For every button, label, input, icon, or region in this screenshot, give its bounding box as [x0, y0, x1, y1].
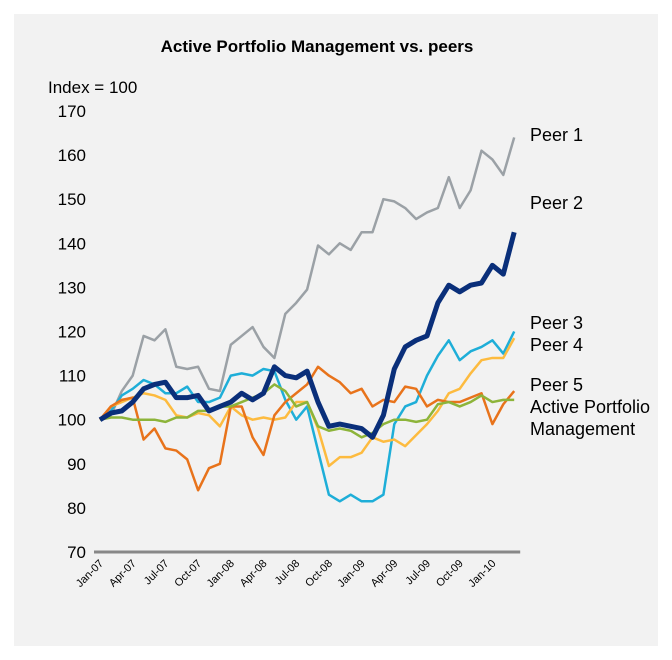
series-line [99, 383, 515, 439]
chart-title: Active Portfolio Management vs. peers [161, 37, 474, 56]
y-tick-label: 120 [58, 323, 86, 342]
y-tick-label: 160 [58, 146, 86, 165]
series-line [98, 231, 517, 440]
y-tick-label: 80 [67, 499, 86, 518]
x-tick-label: Oct-08 [303, 558, 335, 590]
x-tick-label: Jan-07 [74, 558, 106, 590]
x-tick-label: Apr-08 [238, 558, 270, 590]
y-tick-label: 130 [58, 278, 86, 297]
series-label: Peer 3 [530, 313, 584, 333]
y-tick-label: 170 [58, 102, 86, 121]
x-tick-label: Apr-07 [107, 558, 139, 590]
y-tick-label: 110 [59, 367, 86, 386]
x-tick-label: Oct-09 [434, 558, 466, 590]
x-tick-label: Oct-07 [172, 558, 204, 590]
series-label: Active Portfolio Management [530, 397, 651, 439]
series-label: Peer 5 [530, 375, 584, 395]
y-axis-label: Index = 100 [48, 78, 137, 97]
x-tick-label: Jan-08 [205, 558, 237, 590]
y-tick-label: 140 [58, 234, 86, 253]
series-label: Peer 2 [530, 193, 584, 213]
x-tick-label: Jan-09 [335, 558, 367, 590]
x-tick-label: Apr-09 [369, 558, 401, 590]
series-label: Peer 1 [530, 125, 584, 145]
x-tick-label: Jul-07 [142, 558, 172, 588]
y-tick-label: 150 [58, 190, 86, 209]
y-tick-label: 100 [58, 411, 86, 430]
chart-panel [14, 14, 658, 646]
x-tick-label: Jul-09 [403, 558, 433, 588]
series-line [99, 330, 516, 503]
y-tick-label: 70 [67, 543, 86, 562]
y-tick-label: 90 [67, 455, 86, 474]
x-tick-label: Jul-08 [273, 558, 303, 588]
series-line [99, 137, 516, 421]
series-label: Peer 4 [530, 335, 584, 355]
series-line [99, 365, 516, 492]
x-tick-label: Jan-10 [466, 558, 498, 590]
